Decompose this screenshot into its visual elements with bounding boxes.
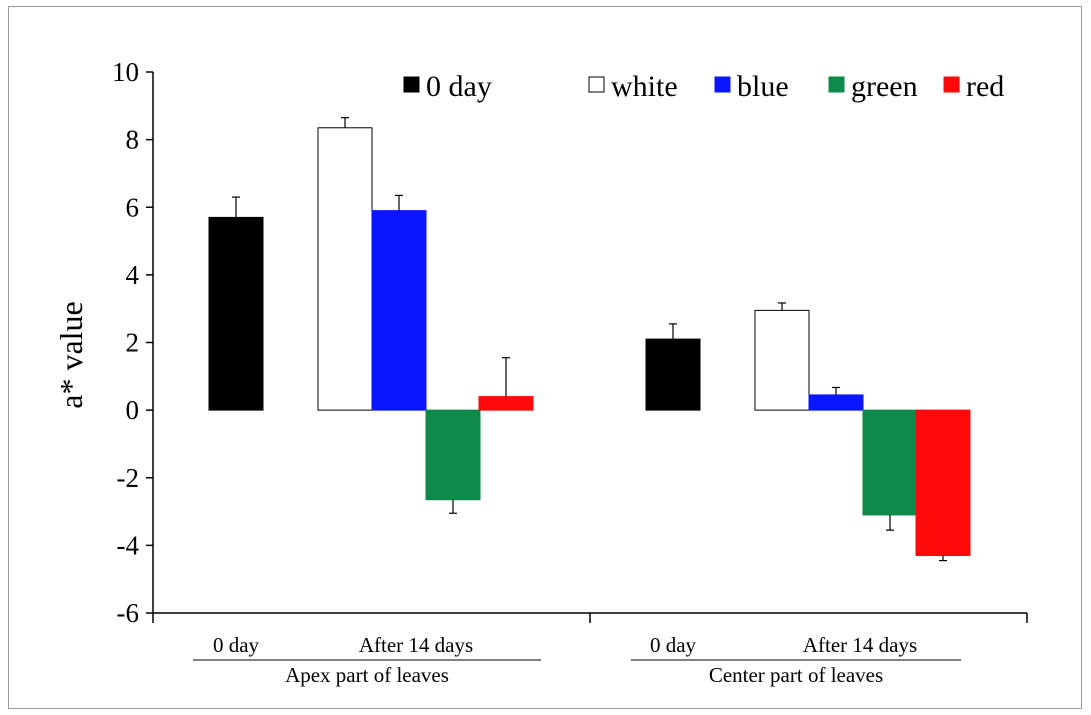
legend-swatch-0 day [403,76,420,93]
y-tick-label: 4 [126,260,140,290]
chart-frame [8,6,1082,709]
bar-white [317,127,373,411]
subgroup-label: After 14 days [803,633,917,657]
legend-label-0 day: 0 day [426,70,492,103]
bar-green [862,409,918,516]
bar-blue [808,394,864,411]
legend: 0 day white blue green red [403,70,1004,103]
y-axis-label: a* value [53,301,89,409]
axes: 10 8 6 4 2 0 -2 -4 -6 [112,57,1028,628]
legend-label-white: white [611,70,678,103]
legend-swatch-blue [714,76,731,93]
bar-blue [371,210,427,411]
legend-label-red: red [966,70,1004,103]
bar-white [754,309,810,411]
legend-swatch-white [588,76,605,93]
category-labels: 0 day After 14 days Apex part of leaves 0 d… [193,633,961,687]
y-tick-label: -4 [117,530,140,560]
bar-red [915,409,971,557]
y-tick-label: 10 [112,57,139,87]
y-tick-label: 0 [126,395,140,425]
y-tick-label: 8 [126,125,140,155]
y-tick-label: -2 [117,463,140,493]
legend-label-blue: blue [737,70,789,103]
legend-swatch-green [828,76,845,93]
legend-label-green: green [851,70,918,103]
bar-red [478,396,534,411]
y-tick-label: 6 [126,192,140,222]
bar-0 day [645,338,701,411]
bars [208,117,971,562]
subgroup-label: After 14 days [359,633,473,657]
legend-swatch-red [943,76,960,93]
group-label: Apex part of leaves [285,663,449,687]
y-tick-label: 2 [126,328,140,358]
group-label: Center part of leaves [709,663,883,687]
subgroup-label: 0 day [650,633,697,657]
y-tick-label: -6 [117,598,140,628]
bar-green [425,409,481,501]
bar-0 day [208,216,264,411]
subgroup-label: 0 day [213,633,260,657]
